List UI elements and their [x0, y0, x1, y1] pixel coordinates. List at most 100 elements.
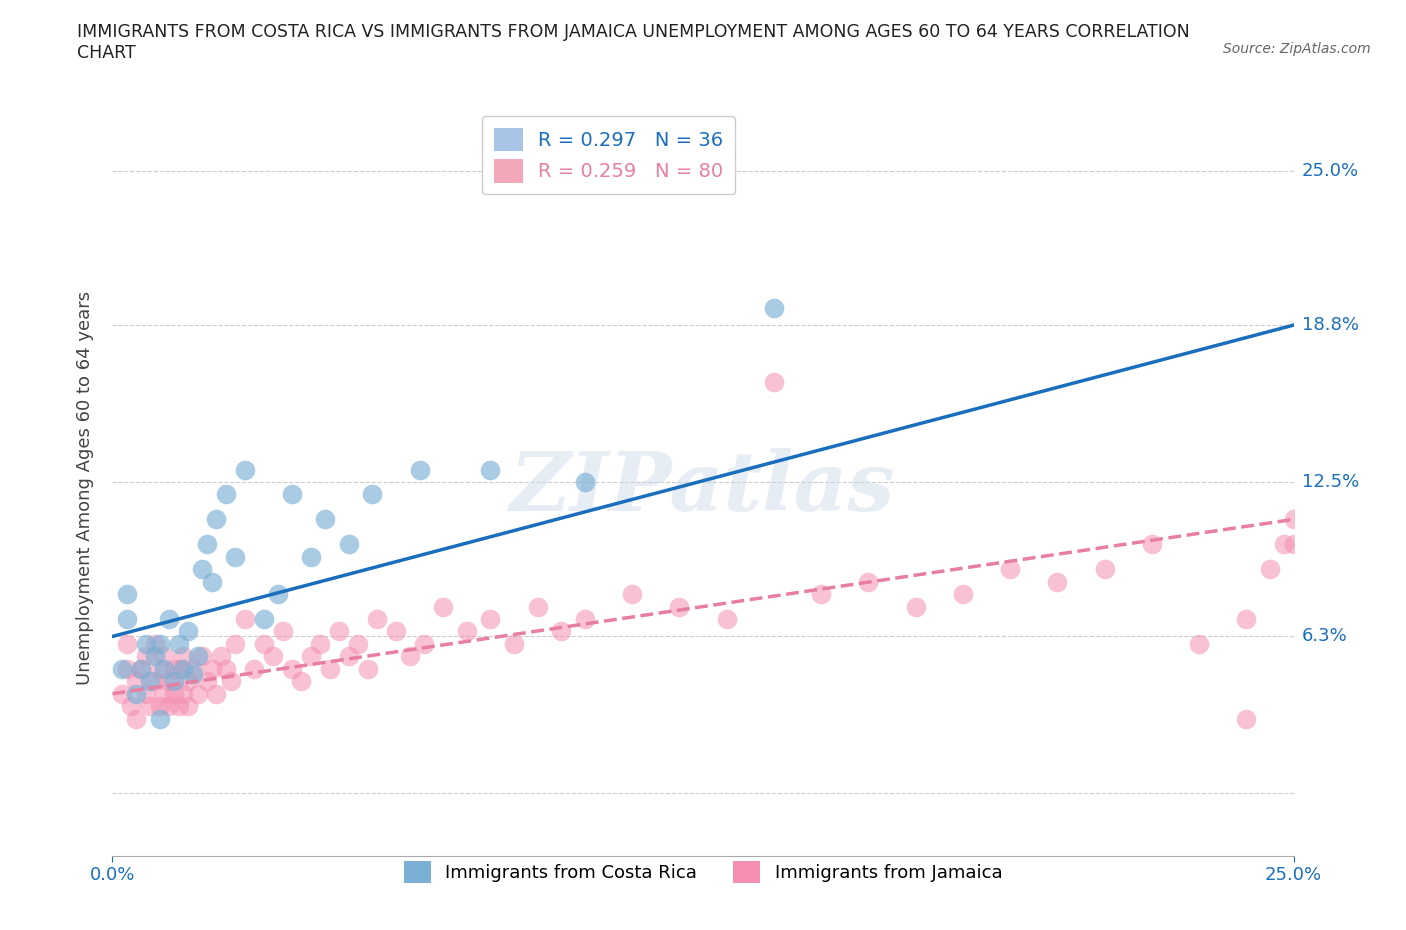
Point: [621, 587, 644, 602]
Text: IMMIGRANTS FROM COSTA RICA VS IMMIGRANTS FROM JAMAICA UNEMPLOYMENT AMONG AGES 60: IMMIGRANTS FROM COSTA RICA VS IMMIGRANTS…: [77, 23, 1189, 62]
Point: [253, 612, 276, 627]
Point: [172, 686, 194, 701]
Text: 25.0%: 25.0%: [1302, 162, 1360, 179]
Point: [299, 550, 322, 565]
Point: [479, 462, 502, 477]
Point: [408, 462, 430, 477]
Point: [163, 661, 186, 676]
Point: [243, 661, 266, 676]
Point: [253, 636, 276, 651]
Point: [201, 574, 224, 589]
Point: [135, 636, 157, 651]
Point: [129, 661, 152, 676]
Point: [267, 587, 290, 602]
Point: [479, 612, 502, 627]
Point: [195, 537, 218, 551]
Point: [115, 636, 138, 651]
Point: [125, 674, 148, 689]
Point: [314, 512, 336, 526]
Point: [319, 661, 342, 676]
Point: [205, 686, 228, 701]
Point: [157, 698, 180, 713]
Point: [503, 636, 526, 651]
Point: [1094, 562, 1116, 577]
Point: [347, 636, 370, 651]
Point: [1046, 574, 1069, 589]
Point: [952, 587, 974, 602]
Point: [337, 649, 360, 664]
Point: [309, 636, 332, 651]
Point: [219, 674, 242, 689]
Point: [153, 686, 176, 701]
Point: [281, 487, 304, 502]
Point: [413, 636, 436, 651]
Point: [149, 661, 172, 676]
Point: [271, 624, 294, 639]
Point: [135, 649, 157, 664]
Point: [181, 667, 204, 682]
Y-axis label: Unemployment Among Ages 60 to 64 years: Unemployment Among Ages 60 to 64 years: [76, 291, 94, 685]
Point: [385, 624, 408, 639]
Point: [904, 599, 927, 614]
Point: [129, 661, 152, 676]
Point: [337, 537, 360, 551]
Point: [858, 574, 880, 589]
Point: [115, 661, 138, 676]
Point: [172, 661, 194, 676]
Point: [153, 649, 176, 664]
Point: [177, 674, 200, 689]
Point: [167, 698, 190, 713]
Point: [281, 661, 304, 676]
Point: [998, 562, 1021, 577]
Point: [201, 661, 224, 676]
Point: [526, 599, 548, 614]
Point: [328, 624, 350, 639]
Point: [716, 612, 738, 627]
Point: [163, 686, 186, 701]
Point: [191, 649, 214, 664]
Point: [668, 599, 690, 614]
Point: [762, 300, 785, 315]
Point: [1234, 711, 1257, 726]
Point: [143, 636, 166, 651]
Point: [299, 649, 322, 664]
Text: 18.8%: 18.8%: [1302, 316, 1358, 334]
Point: [172, 649, 194, 664]
Point: [205, 512, 228, 526]
Point: [186, 649, 208, 664]
Point: [366, 612, 388, 627]
Point: [224, 636, 246, 651]
Point: [139, 698, 162, 713]
Point: [157, 612, 180, 627]
Point: [125, 686, 148, 701]
Text: Source: ZipAtlas.com: Source: ZipAtlas.com: [1223, 42, 1371, 56]
Point: [149, 636, 172, 651]
Point: [209, 649, 232, 664]
Text: 12.5%: 12.5%: [1302, 473, 1360, 491]
Point: [195, 674, 218, 689]
Point: [432, 599, 454, 614]
Point: [290, 674, 312, 689]
Point: [1272, 537, 1295, 551]
Point: [111, 661, 134, 676]
Point: [115, 587, 138, 602]
Point: [181, 661, 204, 676]
Point: [157, 674, 180, 689]
Point: [149, 711, 172, 726]
Point: [574, 474, 596, 489]
Point: [356, 661, 378, 676]
Point: [115, 612, 138, 627]
Point: [153, 661, 176, 676]
Point: [1234, 612, 1257, 627]
Point: [361, 487, 384, 502]
Point: [111, 686, 134, 701]
Point: [143, 649, 166, 664]
Point: [135, 686, 157, 701]
Point: [456, 624, 478, 639]
Point: [191, 562, 214, 577]
Point: [215, 661, 238, 676]
Text: ZIPatlas: ZIPatlas: [510, 448, 896, 528]
Point: [177, 698, 200, 713]
Text: 6.3%: 6.3%: [1302, 628, 1347, 645]
Point: [399, 649, 422, 664]
